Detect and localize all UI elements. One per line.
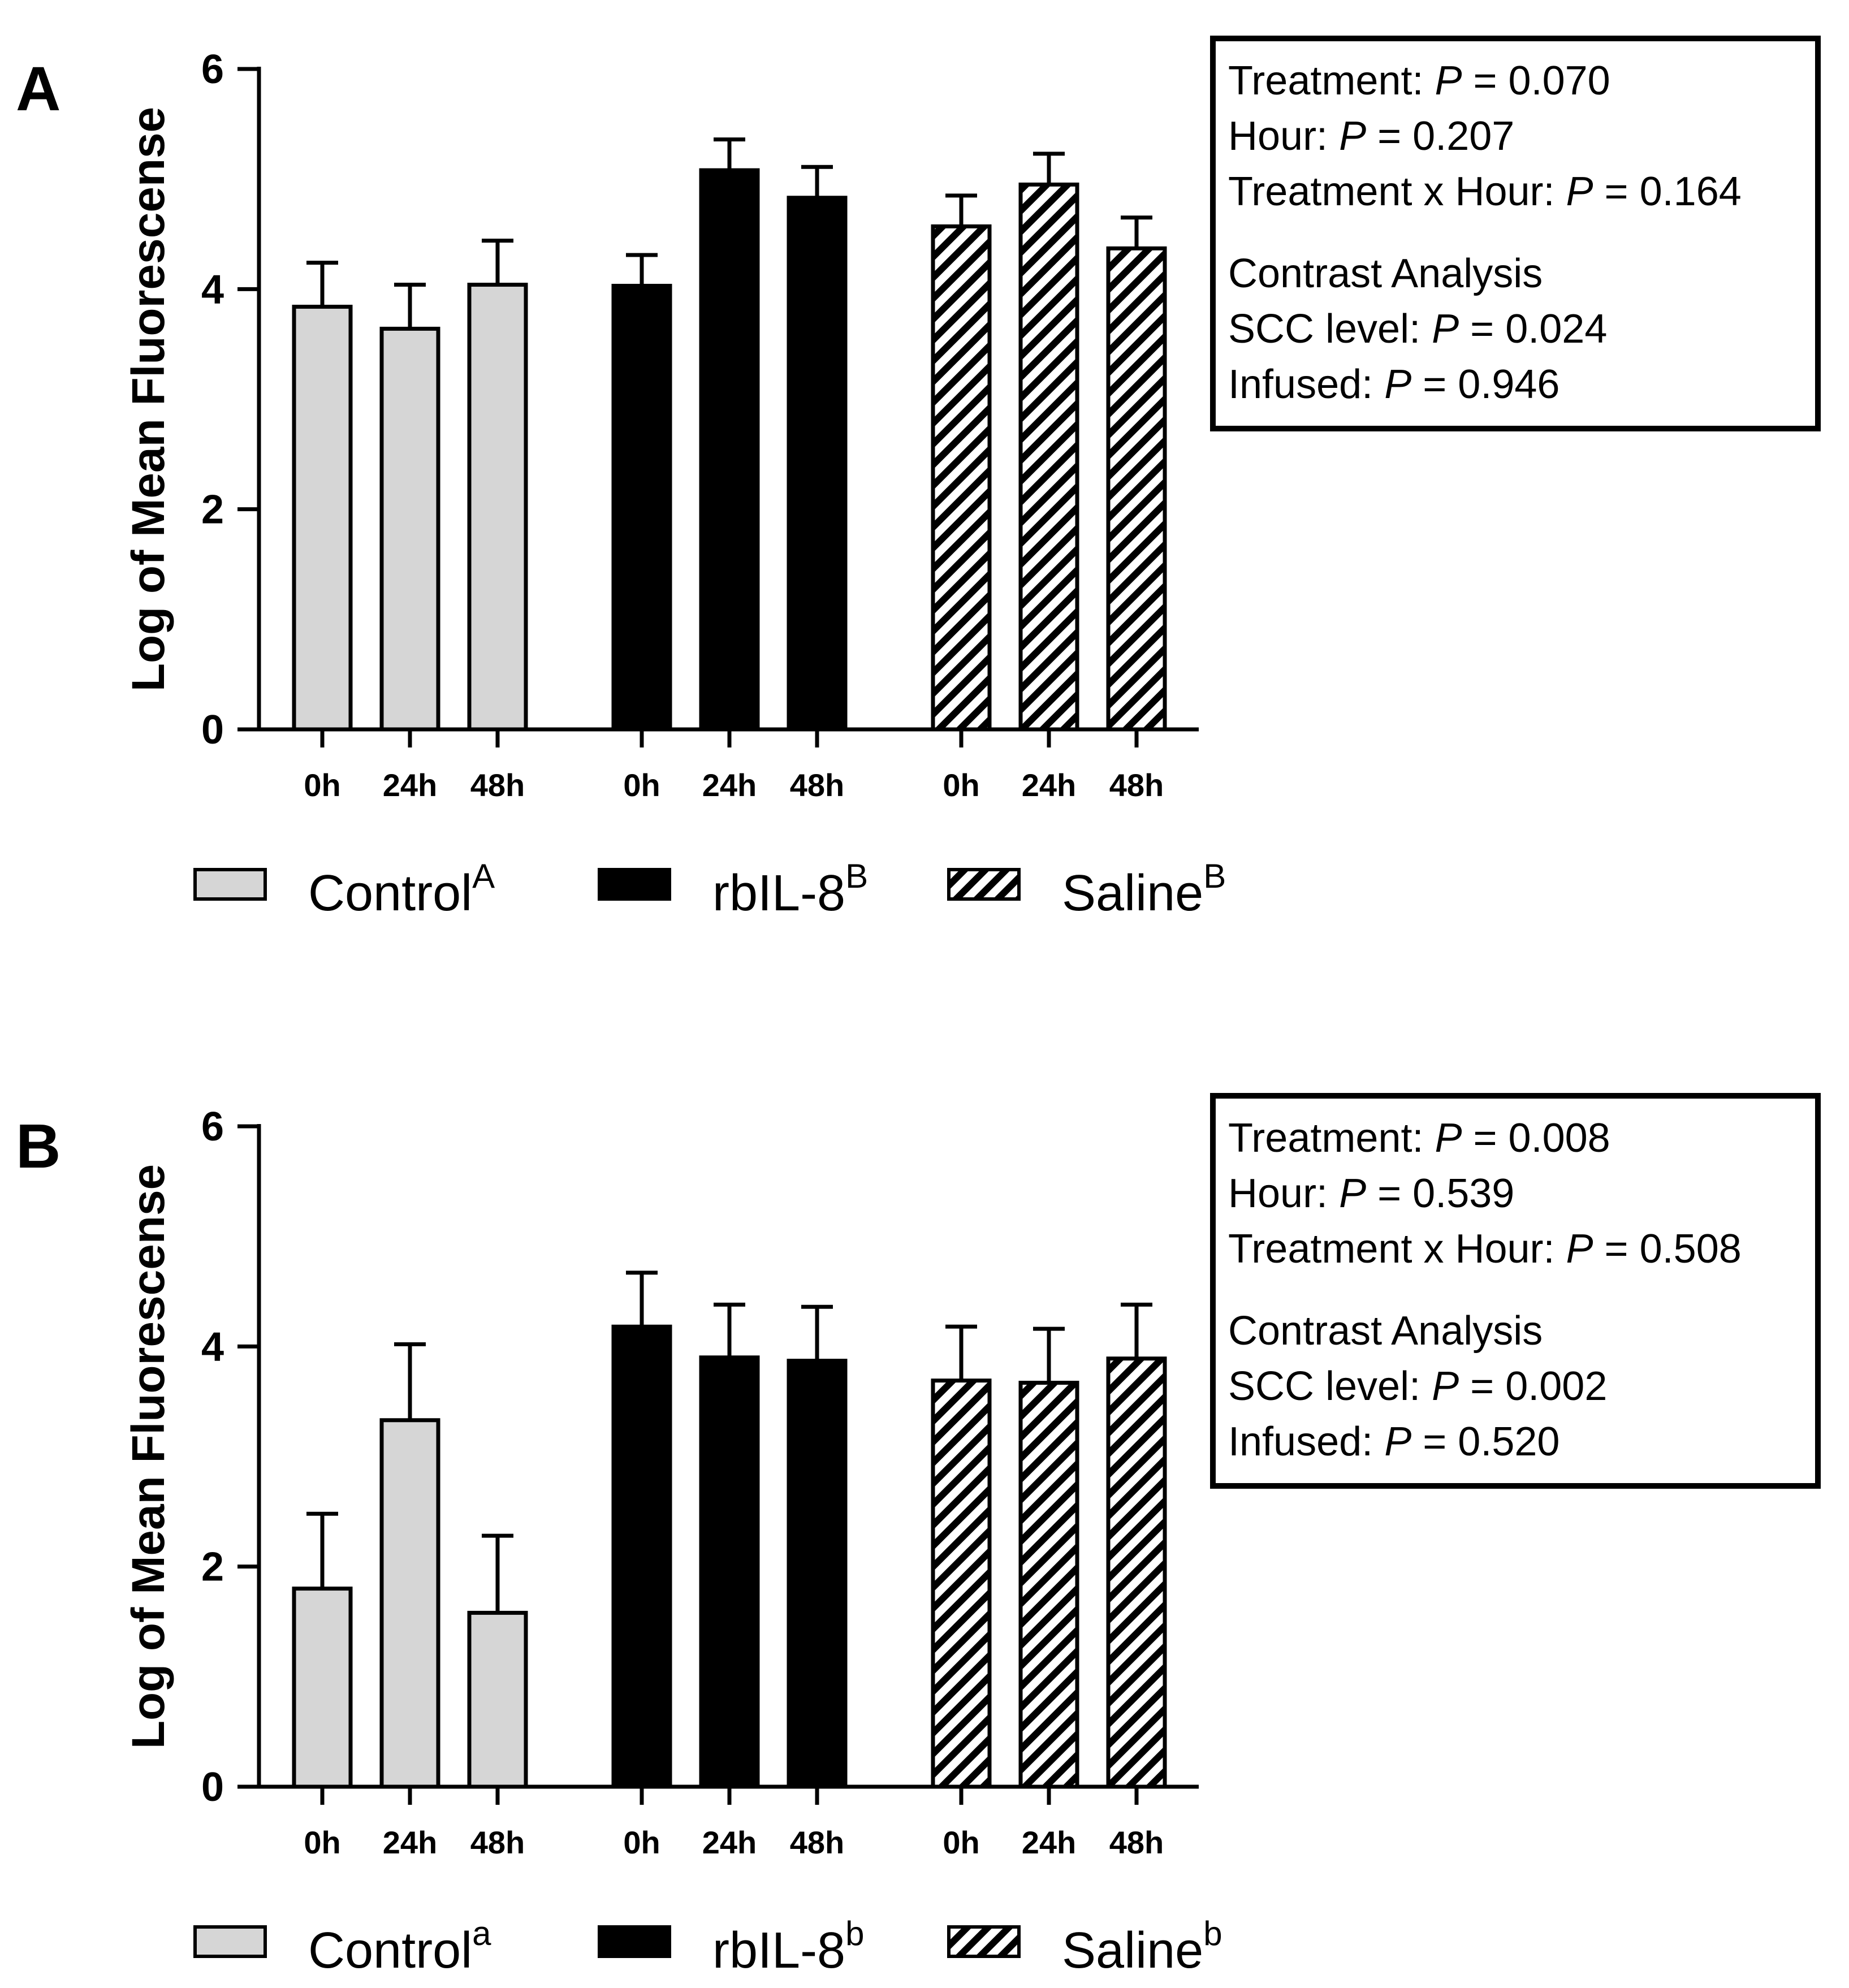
x-tick-label: 0h	[943, 767, 979, 803]
legend-label: ControlA	[308, 857, 495, 922]
x-tick-label: 0h	[304, 767, 340, 803]
legend-item-saline: Salineb	[947, 1914, 1222, 1979]
y-axis-label: Log of Mean Fluorescense	[123, 107, 174, 692]
bar	[1106, 1356, 1167, 1789]
stats-box: Treatment: P = 0.070 Hour: P = 0.207 Treat…	[1210, 36, 1821, 431]
stats-line: Hour: P = 0.207	[1228, 114, 1514, 159]
legend-superscript: b	[845, 1914, 864, 1952]
bar	[699, 168, 760, 732]
series-saline: 0h 24h 48h	[931, 1302, 1167, 1860]
x-tick-label: 24h	[383, 767, 438, 803]
y-axis-label: Log of Mean Fluorescense	[123, 1164, 174, 1749]
x-tick-label: 24h	[702, 1825, 757, 1860]
x-tick-label: 24h	[702, 767, 757, 803]
legend-swatch	[598, 1925, 671, 1958]
x-tick-label: 48h	[790, 1825, 845, 1860]
stats-line: Treatment: P = 0.070	[1228, 58, 1610, 103]
stats-line: Treatment x Hour: P = 0.508	[1228, 1226, 1742, 1272]
legend-item-saline: SalineB	[947, 857, 1226, 922]
legend-label: rbIL-8B	[712, 857, 868, 922]
series-rbil-8: 0h 24h 48h	[611, 1270, 848, 1860]
stats-line: Infused: P = 0.946	[1228, 362, 1559, 407]
y-tick-label: 6	[201, 1104, 224, 1149]
x-tick-label: 48h	[470, 767, 525, 803]
stats-box: Treatment: P = 0.008 Hour: P = 0.539 Treat…	[1210, 1093, 1821, 1489]
legend-superscript: B	[845, 857, 868, 895]
panel-letter: A	[16, 54, 61, 124]
stats-line: SCC level: P = 0.002	[1228, 1364, 1607, 1409]
y-tick-label: 2	[201, 1545, 224, 1590]
x-tick-label: 24h	[1022, 767, 1077, 803]
legend-swatch	[193, 868, 267, 901]
stats-line: Hour: P = 0.539	[1228, 1171, 1514, 1216]
bar	[1018, 1381, 1079, 1789]
legend-superscript: a	[472, 1914, 491, 1952]
y-tick-label: 2	[201, 487, 224, 533]
x-tick-label: 24h	[383, 1825, 438, 1860]
legend-swatch	[947, 868, 1021, 901]
x-tick-label: 24h	[1022, 1825, 1077, 1860]
bar	[931, 224, 992, 732]
chart-root: A Log of Mean Fluorescense 0 2 4 6 0h 24h 48h 0h 2…	[16, 36, 1821, 1979]
bar	[611, 1324, 672, 1789]
bar	[1018, 182, 1079, 732]
bar	[931, 1378, 992, 1789]
legend-item-control: ControlA	[193, 857, 495, 922]
panel-letter: B	[16, 1112, 61, 1181]
y-tick-label: 4	[201, 267, 224, 312]
x-tick-label: 0h	[623, 767, 660, 803]
bar	[467, 1610, 528, 1789]
panel-a: A Log of Mean Fluorescense 0 2 4 6 0h 24h 48h 0h 2…	[16, 36, 1821, 922]
bar	[292, 1587, 353, 1789]
legend-superscript: B	[1203, 857, 1226, 895]
legend-swatch	[947, 1925, 1021, 1958]
legend-label: Salineb	[1062, 1914, 1222, 1979]
legend-item-rbil-8: rbIL-8b	[598, 1914, 864, 1979]
series-control: 0h 24h 48h	[292, 239, 528, 803]
bar	[1106, 246, 1167, 732]
y-tick-label: 0	[201, 1765, 224, 1810]
legend-label: Controla	[308, 1914, 491, 1979]
stats-line: Treatment x Hour: P = 0.164	[1228, 169, 1742, 214]
x-tick-label: 48h	[470, 1825, 525, 1860]
panel-b: B Log of Mean Fluorescense 0 2 4 6 0h 24h 48h 0h 2…	[16, 1093, 1821, 1979]
series-rbil-8: 0h 24h 48h	[611, 137, 848, 803]
legend-superscript: b	[1203, 1914, 1222, 1952]
legend-swatch	[598, 868, 671, 901]
stats-line: SCC level: P = 0.024	[1228, 306, 1607, 352]
legend-label: rbIL-8b	[712, 1914, 864, 1979]
x-tick-label: 0h	[943, 1825, 979, 1860]
bar	[699, 1355, 760, 1789]
stats-line: Contrast Analysis	[1228, 1308, 1543, 1354]
bar	[787, 1359, 848, 1789]
legend-label: SalineB	[1062, 857, 1226, 922]
stats-line: Treatment: P = 0.008	[1228, 1116, 1610, 1161]
stats-line: Infused: P = 0.520	[1228, 1419, 1559, 1464]
legend-item-rbil-8: rbIL-8B	[598, 857, 868, 922]
legend-swatch	[193, 1925, 267, 1958]
y-tick-label: 4	[201, 1324, 224, 1369]
x-tick-label: 48h	[1109, 767, 1164, 803]
stats-box-border	[1210, 36, 1821, 431]
x-tick-label: 48h	[790, 767, 845, 803]
bar	[467, 283, 528, 732]
x-tick-label: 0h	[623, 1825, 660, 1860]
bar	[611, 283, 672, 732]
y-tick-label: 0	[201, 707, 224, 753]
x-tick-label: 48h	[1109, 1825, 1164, 1860]
x-tick-label: 0h	[304, 1825, 340, 1860]
series-control: 0h 24h 48h	[292, 1342, 528, 1860]
bar	[787, 196, 848, 732]
bar	[379, 1418, 440, 1789]
stats-line: Contrast Analysis	[1228, 251, 1543, 296]
legend-superscript: A	[472, 857, 495, 895]
y-tick-label: 6	[201, 47, 224, 92]
bar	[379, 326, 440, 732]
bar	[292, 304, 353, 732]
series-saline: 0h 24h 48h	[931, 152, 1167, 803]
legend-item-control: Controla	[193, 1914, 491, 1979]
stats-box-border	[1210, 1093, 1821, 1489]
